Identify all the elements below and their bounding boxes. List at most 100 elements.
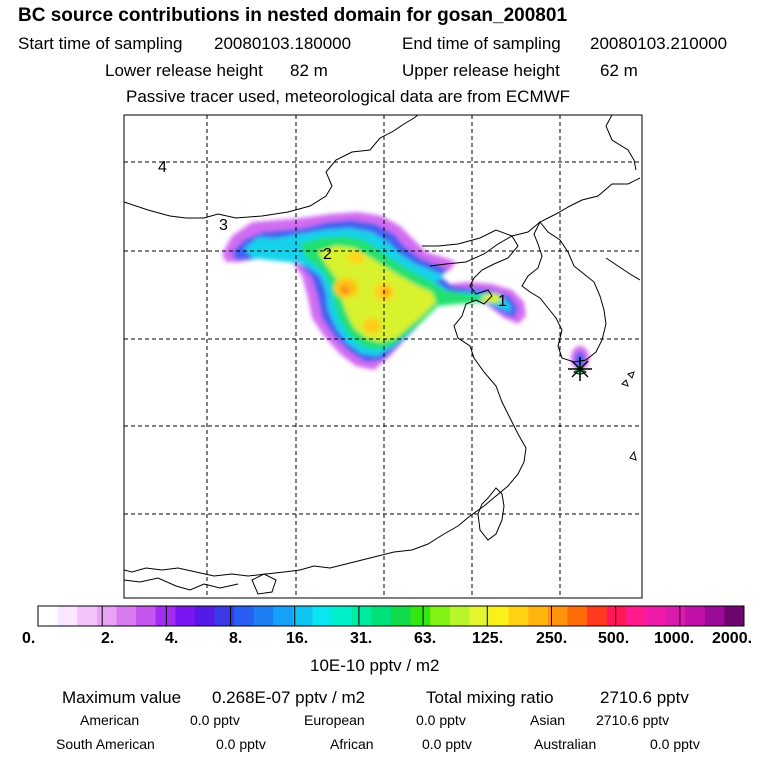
colorbar-cell xyxy=(136,606,157,626)
region-label-1: 1 xyxy=(498,293,507,310)
plume xyxy=(222,212,589,370)
max-value: 0.268E-07 pptv / m2 xyxy=(212,688,366,707)
colorbar-tick-6: 63. xyxy=(414,630,437,647)
colorbar-tick-4: 16. xyxy=(286,630,309,647)
island-2 xyxy=(621,379,629,387)
china-coast xyxy=(124,235,527,577)
colorbar-tick-11: 2000. xyxy=(712,630,753,647)
colorbar-cell xyxy=(704,606,725,626)
upper-release-label: Upper release height xyxy=(402,61,560,80)
colorbar-cell xyxy=(606,606,627,626)
plume-core-6 xyxy=(340,286,350,294)
tracer-note: Passive tracer used, meteorological data… xyxy=(126,87,571,106)
colorbar-cell xyxy=(253,606,274,626)
colorbar-cell xyxy=(410,606,431,626)
ne-border xyxy=(605,115,637,171)
colorbar-tick-10: 1000. xyxy=(654,630,695,647)
upper-release-value: 62 m xyxy=(600,61,638,80)
colorbar-tick-0: 0. xyxy=(22,630,36,647)
start-time-value: 20080103.180000 xyxy=(214,34,352,53)
colorbar-tick-1: 2. xyxy=(101,630,115,647)
island-1 xyxy=(627,371,635,379)
colorbar-tick-2: 4. xyxy=(165,630,179,647)
european-value: 0.0 pptv xyxy=(416,712,466,728)
taiwan xyxy=(477,487,505,541)
plume-core-4 xyxy=(347,252,365,264)
colorbar-tick-3: 8. xyxy=(229,630,243,647)
colorbar-tick-5: 31. xyxy=(350,630,373,647)
colorbar-cell xyxy=(391,606,412,626)
region-label-4: 4 xyxy=(158,159,167,176)
start-time-label: Start time of sampling xyxy=(18,34,183,53)
south-american-label: South American xyxy=(56,736,155,752)
colorbar-cell xyxy=(685,606,706,626)
northern-border xyxy=(124,115,419,219)
receptor-marker-icon xyxy=(568,357,592,381)
colorbar-cell xyxy=(665,606,686,626)
lower-release-label: Lower release height xyxy=(105,61,263,80)
island-3 xyxy=(629,450,637,461)
end-time-label: End time of sampling xyxy=(402,34,561,53)
colorbar-cell xyxy=(194,606,215,626)
colorbar-tick-8: 250. xyxy=(536,630,568,647)
plume-core-3 xyxy=(363,318,381,334)
colorbar-cell xyxy=(292,606,314,626)
colorbar-cell xyxy=(175,606,196,626)
african-value: 0.0 pptv xyxy=(422,736,472,752)
colorbar-cell xyxy=(312,606,333,626)
south-american-value: 0.0 pptv xyxy=(216,736,266,752)
colorbar-cell xyxy=(234,606,255,626)
max-value-label: Maximum value xyxy=(62,688,182,707)
plume-core-8 xyxy=(253,237,271,251)
colorbar-unit: 10E-10 pptv / m2 xyxy=(310,656,440,675)
colorbar-cell xyxy=(547,606,568,626)
grid-lines xyxy=(124,115,642,598)
hainan xyxy=(251,573,277,595)
total-mixing-label: Total mixing ratio xyxy=(426,688,554,707)
colorbar-cells xyxy=(38,606,745,626)
colorbar-cell xyxy=(587,606,608,626)
colorbar-cell xyxy=(332,606,353,626)
colorbar-cell xyxy=(116,606,137,626)
american-label: American xyxy=(80,712,140,728)
coastlines xyxy=(124,115,641,595)
european-label: European xyxy=(304,712,365,728)
colorbar-cell xyxy=(626,606,647,626)
australian-label: Australian xyxy=(534,736,597,752)
american-value: 0.0 pptv xyxy=(190,712,240,728)
colorbar-cell xyxy=(449,606,470,626)
african-label: African xyxy=(330,736,374,752)
asian-value: 2710.6 pptv xyxy=(596,712,670,728)
colorbar-cell xyxy=(351,606,372,626)
south-border xyxy=(124,577,239,591)
australian-value: 0.0 pptv xyxy=(650,736,700,752)
colorbar-cell xyxy=(214,606,235,626)
colorbar-tick-7: 125. xyxy=(472,630,504,647)
total-mixing-value: 2710.6 pptv xyxy=(600,688,689,707)
map-frame xyxy=(123,114,643,599)
colorbar-cell xyxy=(724,606,745,626)
asian-label: Asian xyxy=(530,712,566,728)
colorbar-cell xyxy=(155,606,176,626)
colorbar-cell xyxy=(489,606,510,626)
page-title: BC source contributions in nested domain… xyxy=(18,5,568,26)
colorbar-cell xyxy=(645,606,667,626)
japan-coast xyxy=(605,257,641,281)
colorbar-cell xyxy=(273,606,294,626)
colorbar-cell xyxy=(371,606,392,626)
region-label-2: 2 xyxy=(323,246,332,263)
colorbar-cell xyxy=(469,606,490,626)
colorbar-cell xyxy=(38,606,59,626)
end-time-value: 20080103.210000 xyxy=(590,34,728,53)
colorbar-cell xyxy=(77,606,98,626)
lower-release-value: 82 m xyxy=(290,61,328,80)
colorbar-cell xyxy=(528,606,549,626)
colorbar-cell xyxy=(508,606,529,626)
region-label-3: 3 xyxy=(219,217,228,234)
colorbar-tick-9: 500. xyxy=(598,630,630,647)
colorbar-cell xyxy=(57,606,78,626)
korea-coast xyxy=(521,221,607,363)
colorbar-cell xyxy=(567,606,588,626)
